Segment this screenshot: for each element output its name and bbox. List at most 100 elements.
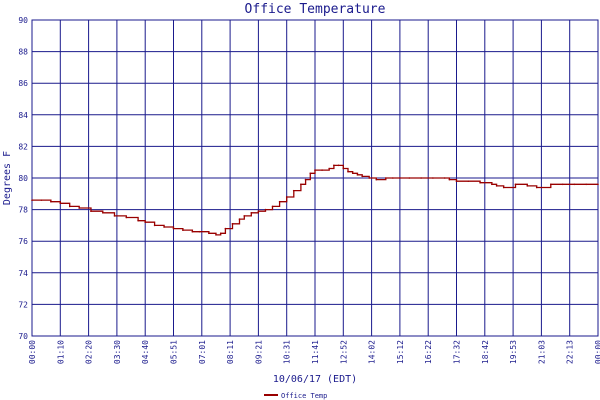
- data-point: [224, 227, 227, 230]
- x-axis-ticks: 00:00 01:10 02:20 03:30 04:40 05:51 07:01 08:11…: [28, 340, 600, 364]
- data-point: [278, 200, 281, 203]
- y-tick-label: 76: [18, 237, 28, 246]
- data-point: [479, 181, 481, 184]
- data-point: [78, 207, 80, 209]
- chart-title: Office Temperature: [245, 2, 386, 17]
- data-point: [231, 223, 234, 225]
- data-point: [535, 186, 538, 189]
- data-point: [59, 202, 62, 205]
- x-tick-label: 12:52: [339, 340, 348, 364]
- data-point: [321, 169, 323, 171]
- x-tick-label: 17:32: [453, 340, 462, 364]
- data-point: [561, 183, 564, 186]
- y-tick-label: 72: [18, 300, 28, 309]
- series-line: [32, 164, 598, 236]
- x-tick-label: 16:22: [424, 340, 433, 364]
- x-tick-label: 10:31: [283, 340, 292, 364]
- data-point: [455, 180, 458, 182]
- y-tick-label: 90: [18, 16, 28, 25]
- data-point: [163, 226, 165, 228]
- x-tick-label: 04:40: [141, 340, 150, 364]
- data-point: [408, 177, 411, 179]
- data-point: [550, 183, 552, 186]
- data-point: [526, 185, 529, 187]
- data-point: [257, 210, 260, 212]
- data-point: [392, 177, 394, 179]
- data-point: [514, 183, 517, 186]
- data-point: [399, 177, 401, 179]
- data-point: [271, 205, 274, 208]
- x-tick-label: 22:13: [566, 340, 575, 364]
- x-tick-label: 02:20: [85, 340, 94, 364]
- x-axis-label: 10/06/17 (EDT): [273, 374, 357, 385]
- data-point: [264, 208, 267, 211]
- x-tick-label: 19:53: [509, 340, 518, 364]
- data-point: [182, 229, 184, 231]
- data-point: [250, 211, 253, 214]
- x-tick-label: 14:02: [368, 340, 377, 364]
- data-point: [191, 230, 194, 233]
- data-point: [198, 230, 201, 233]
- data-point: [238, 218, 241, 220]
- data-point: [432, 177, 434, 179]
- data-point: [342, 167, 345, 170]
- data-point: [90, 210, 92, 212]
- data-point: [347, 170, 349, 173]
- data-point: [113, 215, 116, 217]
- data-point: [448, 178, 451, 181]
- data-point: [208, 232, 210, 235]
- data-point: [502, 186, 505, 189]
- data-point: [420, 177, 422, 179]
- data-point: [351, 172, 354, 175]
- data-point: [337, 164, 340, 167]
- data-point: [219, 232, 222, 235]
- data-point: [597, 183, 599, 186]
- data-point: [304, 178, 307, 181]
- data-point: [491, 183, 493, 186]
- data-point: [137, 219, 139, 222]
- x-tick-label: 03:30: [113, 340, 122, 364]
- data-point: [101, 211, 104, 214]
- data-point: [467, 180, 470, 182]
- x-tick-label: 18:42: [481, 340, 490, 364]
- data-point: [50, 200, 52, 203]
- data-point: [285, 196, 288, 198]
- series-layer: [31, 164, 599, 236]
- data-point: [31, 199, 33, 201]
- data-point: [68, 205, 71, 208]
- x-tick-label: 09:21: [254, 340, 263, 364]
- data-point: [328, 167, 330, 170]
- data-point: [309, 172, 312, 175]
- y-tick-label: 78: [18, 206, 28, 215]
- x-tick-label: 15:12: [396, 340, 405, 364]
- data-point: [125, 216, 128, 219]
- data-point: [153, 224, 156, 227]
- data-point: [368, 177, 371, 179]
- y-tick-label: 86: [18, 79, 28, 88]
- data-point: [356, 174, 359, 176]
- x-tick-label: 01:10: [56, 340, 65, 364]
- data-point: [495, 185, 498, 187]
- x-tick-label: 05:51: [170, 340, 179, 364]
- grid-lines: [31, 19, 599, 337]
- data-point: [384, 177, 387, 179]
- data-point: [172, 227, 175, 230]
- plot-area: [31, 19, 599, 337]
- y-tick-label: 84: [18, 111, 28, 120]
- data-point: [375, 178, 378, 181]
- legend: Office Temp: [264, 392, 327, 400]
- data-point: [361, 175, 363, 178]
- y-tick-label: 74: [18, 269, 28, 278]
- data-point: [300, 183, 302, 186]
- x-tick-label: 11:41: [311, 340, 320, 364]
- y-tick-label: 70: [18, 332, 28, 341]
- y-tick-label: 82: [18, 142, 28, 151]
- data-point: [333, 164, 335, 167]
- data-point: [314, 169, 316, 171]
- legend-label: Office Temp: [281, 392, 327, 400]
- data-point: [243, 215, 246, 217]
- data-point: [573, 183, 576, 186]
- y-tick-label: 88: [18, 48, 28, 57]
- data-point: [40, 199, 43, 201]
